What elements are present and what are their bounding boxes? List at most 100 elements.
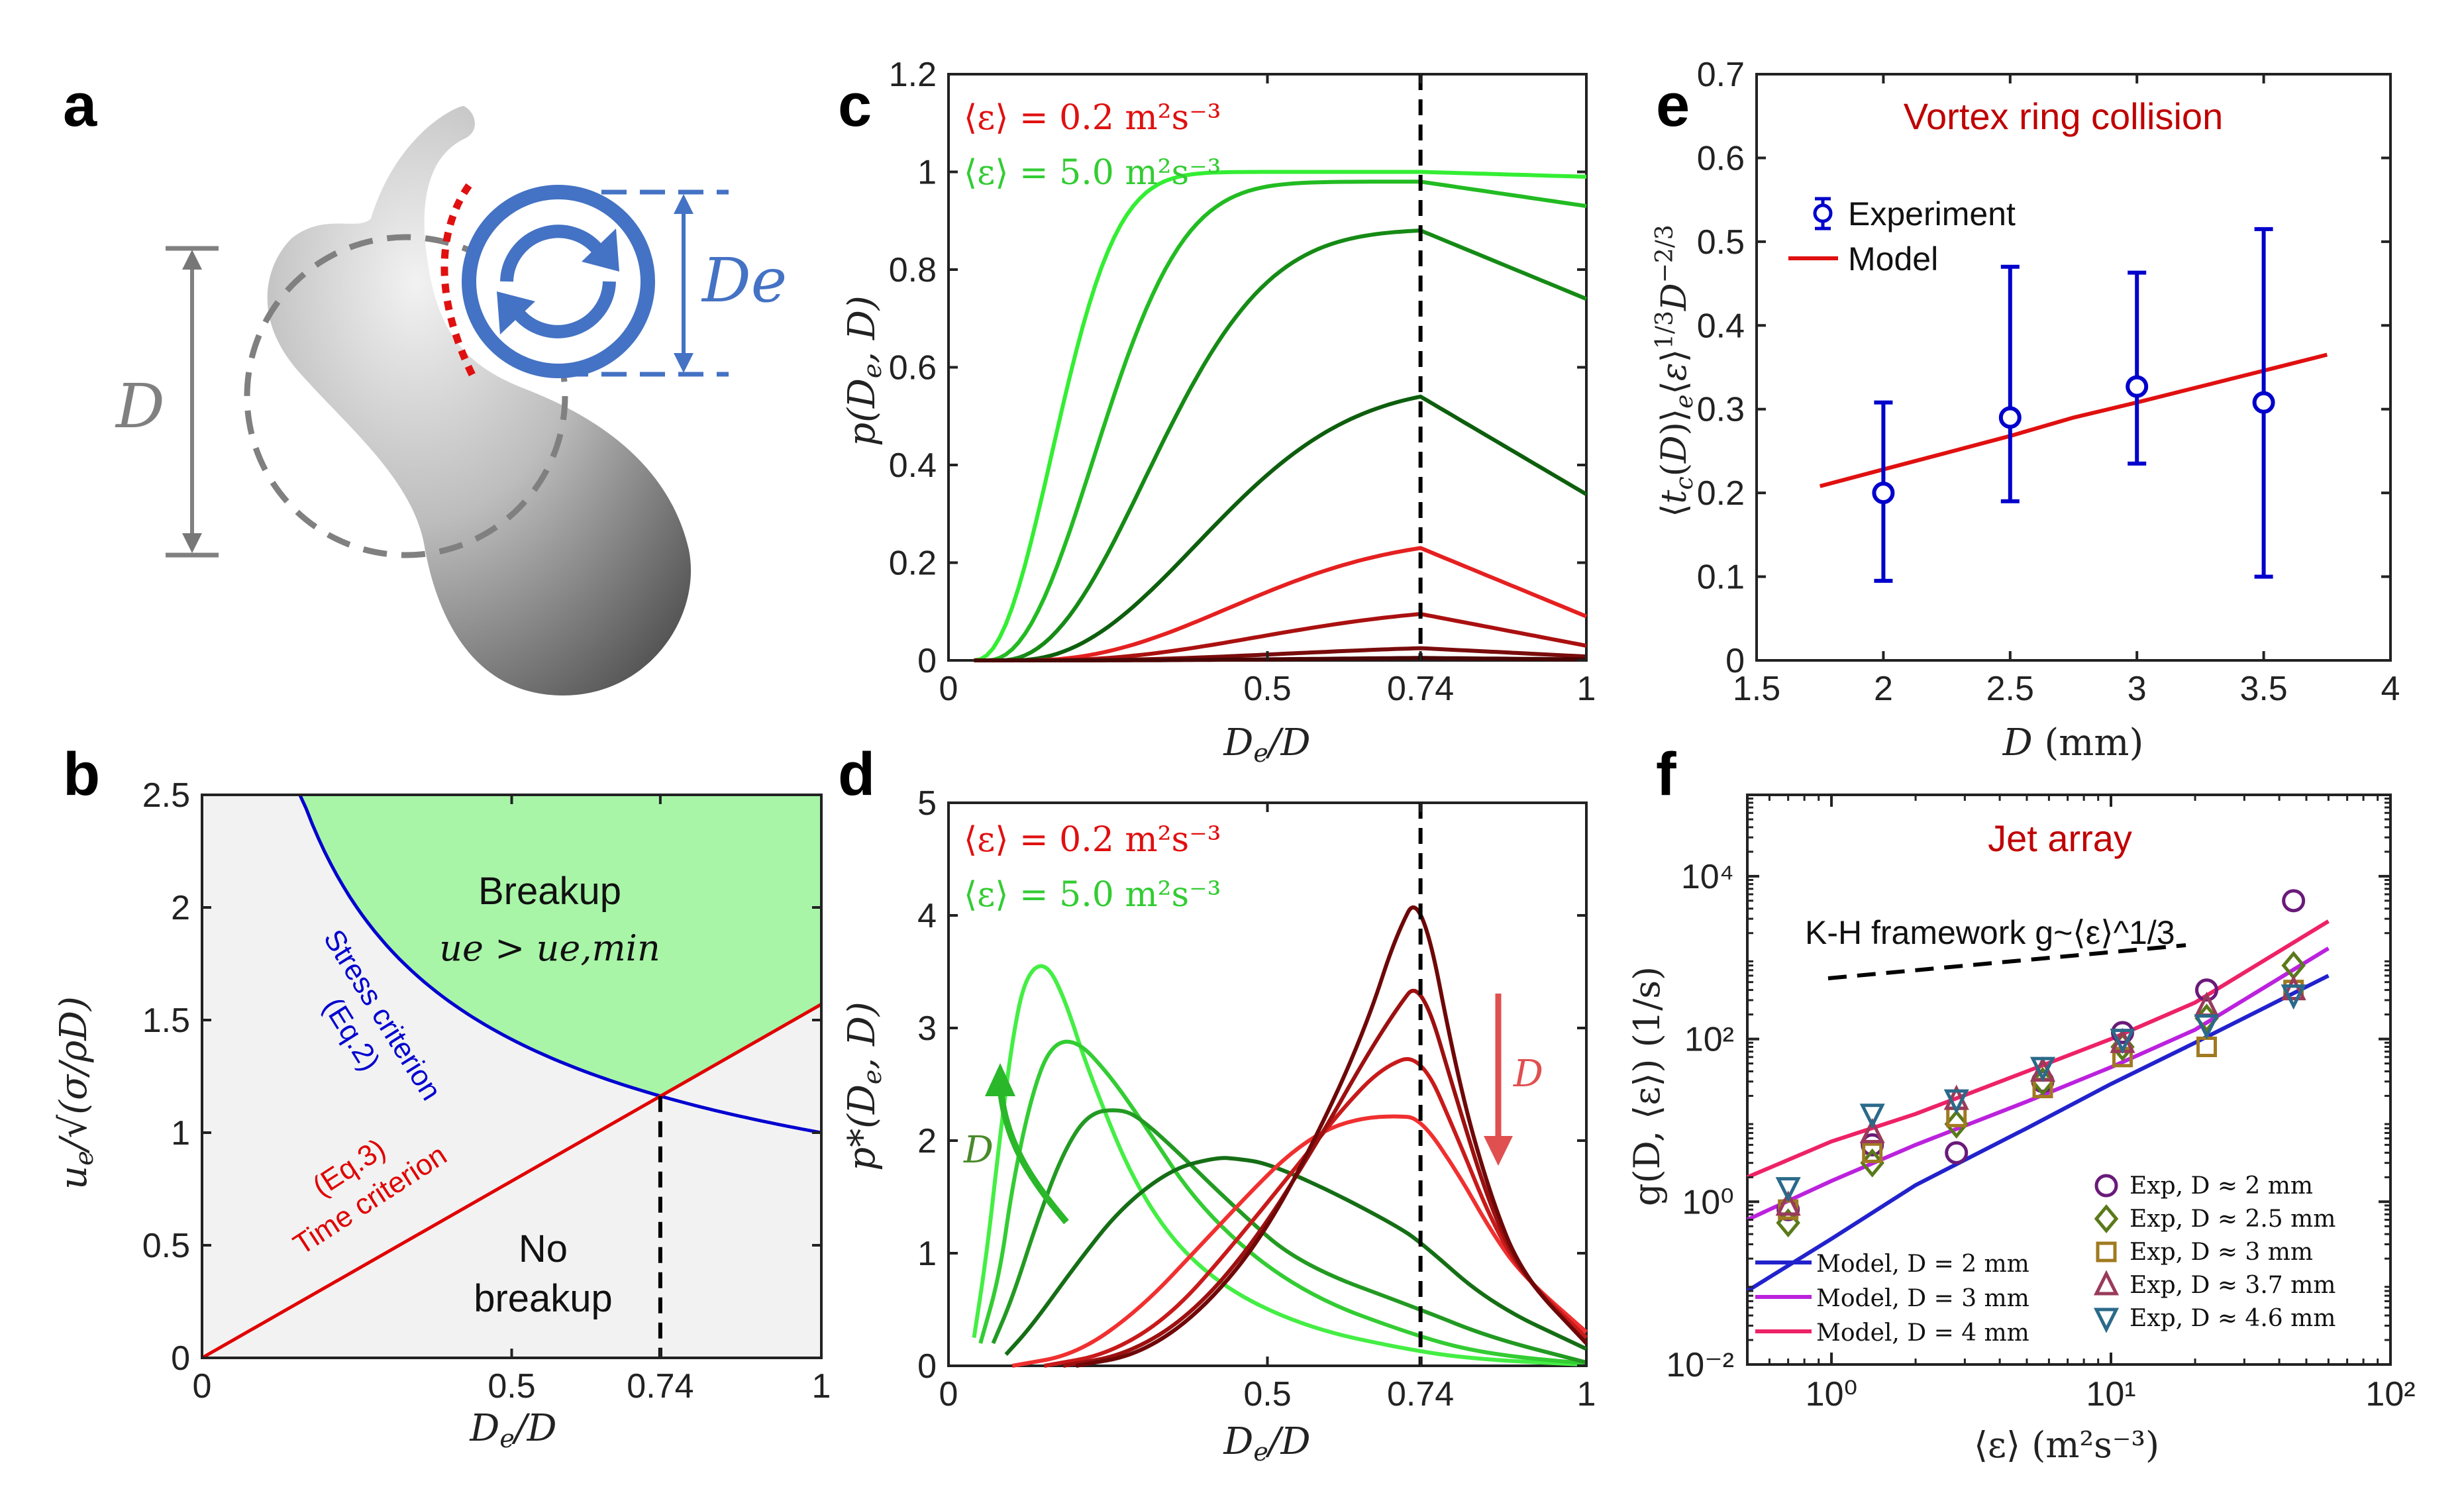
f-title: Jet array: [1988, 817, 2132, 859]
y-tick-label: 10⁴: [1681, 858, 1734, 896]
e-legend-experiment: Experiment: [1848, 195, 2016, 232]
panel-label-a: a: [63, 72, 97, 139]
f-model-0: [1746, 974, 2330, 1293]
f-exp-point-4: [2029, 1056, 2056, 1082]
f-legend-exp-label: Exp, D ≈ 2 mm: [2130, 1172, 2313, 1200]
y-tick-label: 0.4: [889, 446, 937, 485]
f-axes-frame: [1746, 794, 2392, 1366]
f-legend-model-label: Model, D = 2 mm: [1816, 1251, 2029, 1278]
f-kh-dashed-line: [1827, 943, 2186, 980]
x-tick-label: 2: [1874, 670, 1893, 708]
b-breakup-condition: ue > ue,min: [439, 927, 660, 969]
e-experiment-point: [2126, 375, 2149, 398]
x-tick-label: 2.5: [1986, 670, 2034, 708]
panel-e: e 1.5 2 2.5 3 3.5 4 0 0.1 0.2 0.3 0.4 0.5 0.6 0.7 Vor…: [1651, 56, 2400, 764]
d-ticks: 0 0.5 0.74 1 0 1 2 3 4 5: [917, 784, 1596, 1414]
x-tick-label: 3.5: [2239, 670, 2287, 708]
f-exp-point-0: [2282, 889, 2306, 913]
y-tick-label: 5: [917, 784, 937, 823]
y-tick-label: 0.6: [889, 349, 937, 387]
d-green-series-2: [991, 1108, 1587, 1364]
f-exp-point-3: [1775, 1190, 1801, 1216]
y-tick-label: 4: [917, 897, 937, 935]
De-label: De: [701, 245, 787, 316]
y-tick-label: 3: [917, 1009, 937, 1048]
c-series-g4: [974, 394, 1588, 662]
y-tick-label: 0.3: [1697, 391, 1745, 429]
d-xlabel: De/D: [1223, 1420, 1310, 1466]
b-xlabel: De/D: [469, 1407, 556, 1453]
f-legend-exp-marker: [2096, 1241, 2117, 1262]
e-model-line: [1819, 352, 2328, 488]
b-no-label: No: [519, 1227, 568, 1270]
c-series-r4: [974, 656, 1587, 662]
c-series-r1: [974, 546, 1588, 662]
droplet-diameter-circle: [244, 234, 568, 558]
eddy-rotation-arrowhead-bottom: [497, 291, 535, 334]
e-axes-frame: [1755, 73, 2392, 662]
f-legend-exp-label: Exp, D ≈ 3.7 mm: [2130, 1272, 2336, 1299]
y-tick-label: 1.2: [889, 56, 937, 94]
panel-label-b: b: [63, 741, 100, 808]
d-red-series-3: [1076, 905, 1588, 1368]
y-tick-label: 0: [917, 642, 937, 680]
f-ticks: 10⁰ 10¹ 10² 10⁻² 10⁰ 10² 10⁴: [1666, 795, 2416, 1414]
c-series-g1: [973, 170, 1587, 662]
f-exp-point-4: [2110, 1029, 2135, 1054]
e-xlabel: D (mm): [2002, 721, 2144, 764]
e-experiment-point: [1872, 482, 1895, 505]
y-tick-label: 1: [171, 1114, 190, 1153]
c-curves: [973, 170, 1588, 662]
y-tick-label: 2: [171, 889, 190, 927]
eddy-rotation-arrow-top: [500, 225, 605, 282]
d-green-arrowhead: [985, 1063, 1015, 1096]
bubble-shape: [267, 106, 692, 695]
x-tick-label: 1: [1577, 670, 1596, 708]
f-exp-point-0: [1945, 1141, 1969, 1164]
y-tick-label: 0: [171, 1339, 190, 1378]
x-tick-label: 0.74: [1387, 1375, 1454, 1414]
y-tick-label: 0.1: [1697, 558, 1745, 597]
x-tick-label: 0.5: [1243, 1375, 1291, 1414]
d-red-series-2: [1062, 988, 1588, 1368]
c-legend-red: ⟨ε⟩ = 0.2 m²s⁻³: [964, 98, 1221, 138]
f-exp-point-4: [1943, 1089, 1969, 1115]
c-ylabel: p(De, D): [841, 295, 887, 446]
x-tick-label: 0.5: [488, 1367, 535, 1406]
y-tick-label: 0: [917, 1347, 937, 1386]
d-green-series-3: [1004, 1156, 1588, 1357]
f-legend-exp-marker: [2094, 1174, 2118, 1198]
y-tick-label: 0.5: [142, 1227, 190, 1265]
panel-b: b 0 0.5 0.74 1 0 0.5 1 1.5 2 2.5 Breakup ue > ue,…: [52, 741, 831, 1453]
b-ylabel: ue/√(σ/ρD): [52, 996, 99, 1190]
y-tick-label: 2: [917, 1122, 937, 1160]
b-no-breakup-label: breakup: [474, 1277, 613, 1320]
f-kh-label: K-H framework g~⟨ε⟩^1/3: [1805, 914, 2175, 951]
c-ticks: 0 0.5 0.74 1 0 0.2 0.4 0.6 0.8 1 1.2: [889, 56, 1596, 708]
f-legend-exp-marker: [2093, 1270, 2120, 1296]
f-exp-point-4: [1859, 1104, 1885, 1129]
y-tick-label: 1: [917, 1235, 937, 1273]
y-tick-label: 1.5: [142, 1002, 190, 1040]
e-experiment-point: [2252, 391, 2275, 414]
f-model-2: [1746, 919, 2330, 1180]
f-exp-point-2: [1862, 1142, 1883, 1163]
eddy-contact-line: [440, 183, 477, 380]
e-legend-exp-marker: [1813, 203, 1833, 223]
f-exp-point-4: [2281, 984, 2306, 1010]
y-tick-label: 0.6: [1697, 139, 1745, 178]
f-xlabel: ⟨ε⟩ (m²s⁻³): [1974, 1424, 2159, 1466]
f-exp-point-4: [2194, 1014, 2220, 1040]
f-legend-model-label: Model, D = 4 mm: [1816, 1319, 2029, 1347]
b-stress-criterion-curve: [298, 794, 821, 1135]
f-legend-model-label: Model, D = 3 mm: [1816, 1285, 2029, 1312]
panel-f: f 10⁰ 10¹ 10² 10⁻² 10⁰ 10² 10⁴ Jet array K-H f…: [1626, 741, 2416, 1466]
y-tick-label: 0.8: [889, 251, 937, 289]
f-plot: [1746, 889, 2330, 1293]
d-red-arrowhead: [1484, 1136, 1513, 1166]
y-tick-label: 10⁻²: [1666, 1346, 1734, 1384]
x-tick-label: 0: [193, 1367, 212, 1406]
panel-label-d: d: [838, 741, 875, 808]
e-ylabel: ⟨tc(D)⟩e⟨ε⟩1/3D−2/3: [1651, 225, 1698, 517]
